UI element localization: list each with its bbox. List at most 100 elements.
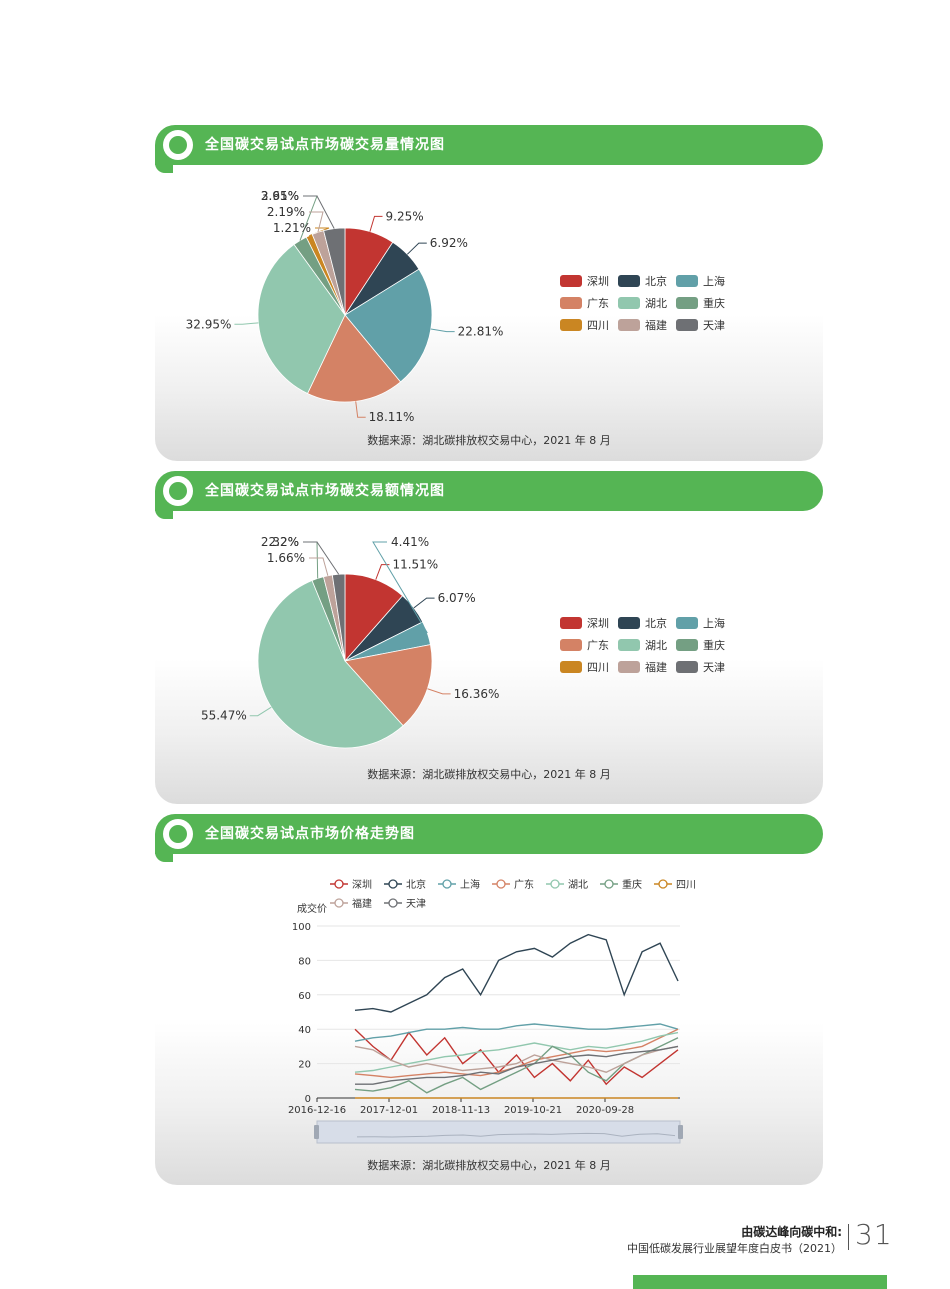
data-source: 数据来源：湖北碳排放权交易中心，2021 年 8 月: [367, 1159, 611, 1172]
legend-label: 湖北: [645, 639, 667, 652]
legend-swatch-重庆: [676, 639, 698, 651]
pie-value-label: 18.11%: [369, 410, 415, 424]
pie-value-label: 2.2%: [269, 535, 300, 549]
section-banner-volume: 全国碳交易试点市场碳交易量情况图: [155, 125, 823, 173]
legend-swatch-广东: [560, 639, 582, 651]
circle-icon: [163, 819, 193, 849]
pie-label-line: [309, 557, 329, 576]
pie-value-label: 11.51%: [392, 558, 438, 572]
legend-label: 北京: [645, 616, 667, 630]
legend-marker: [388, 879, 398, 889]
legend-swatch-深圳: [560, 275, 582, 287]
series-line-福建: [354, 1045, 679, 1073]
legend-label: 深圳: [587, 275, 609, 288]
pie-label-line: [355, 401, 366, 418]
legend-marker: [496, 879, 506, 889]
pie-chart-volume: 9.25% 6.92% 22.81% 18.11% 32.95% 2.61% 1.21% 2.…: [186, 189, 725, 424]
legend-swatch-北京: [618, 617, 640, 629]
datazoom-handle-right[interactable]: [678, 1125, 683, 1139]
pie-value-label: 9.25%: [386, 209, 424, 223]
circle-icon: [163, 130, 193, 160]
pie-label-line: [427, 688, 451, 695]
bottom-accent-bar: [633, 1275, 887, 1289]
pie-value-label: 4.41%: [391, 535, 429, 549]
section-banner-amount: 全国碳交易试点市场碳交易额情况图: [155, 471, 823, 519]
pie-value-label: 55.47%: [201, 709, 247, 723]
data-source: 数据来源：湖北碳排放权交易中心，2021 年 8 月: [367, 768, 611, 781]
legend-marker: [388, 898, 398, 908]
y-tick-label: 60: [298, 991, 311, 1002]
legend-label: 上海: [460, 878, 480, 891]
circle-icon: [163, 476, 193, 506]
pie-slice-深圳: [344, 573, 404, 663]
legend-label: 四川: [587, 661, 609, 674]
y-tick-label: 100: [292, 922, 311, 933]
legend-swatch-天津: [676, 661, 698, 673]
section-title: 全国碳交易试点市场碳交易量情况图: [205, 137, 445, 153]
pie-value-label: 3.95%: [261, 189, 299, 203]
pie-slice-天津: [323, 227, 346, 316]
pie-value-label: 1.66%: [267, 551, 305, 565]
pie-label-line: [234, 322, 259, 325]
pie-label-line: [369, 215, 383, 232]
footer-title: 由碳达峰向碳中和:: [741, 1225, 842, 1239]
legend-label: 福建: [645, 660, 667, 674]
legend-label: 四川: [676, 880, 696, 891]
legend-marker: [550, 879, 560, 889]
x-tick-label: 2017-12-01: [360, 1105, 418, 1116]
pie-value-label: 6.07%: [438, 591, 476, 605]
pie-slice-广东: [306, 314, 402, 403]
legend-label: 福建: [352, 897, 372, 910]
datazoom-slider[interactable]: [316, 1120, 681, 1144]
legend-label: 四川: [587, 319, 609, 332]
series-line-北京: [354, 933, 679, 1013]
pie-label-line: [372, 541, 428, 634]
legend-swatch-上海: [676, 275, 698, 287]
legend-marker: [334, 879, 344, 889]
legend-swatch-广东: [560, 297, 582, 309]
legend-label: 深圳: [587, 617, 609, 630]
pie-label-line: [303, 541, 340, 575]
legend-label: 天津: [703, 661, 725, 674]
legend-swatch-湖北: [618, 297, 640, 309]
legend-label: 重庆: [703, 638, 725, 652]
datazoom-handle-left[interactable]: [314, 1125, 319, 1139]
section-title: 全国碳交易试点市场价格走势图: [205, 826, 415, 842]
pie-label-line: [430, 328, 455, 333]
legend-marker: [604, 879, 614, 889]
legend-label: 天津: [406, 898, 426, 910]
y-tick-label: 0: [305, 1094, 311, 1105]
page-number: 31: [855, 1218, 893, 1251]
pie-value-label: 2.32%: [261, 535, 299, 549]
x-tick-label: 2020-09-28: [576, 1105, 634, 1116]
legend-swatch-深圳: [560, 617, 582, 629]
legend-swatch-上海: [676, 617, 698, 629]
x-tick-label: 2016-12-16: [288, 1105, 346, 1116]
y-tick-label: 80: [298, 956, 311, 967]
legend-swatch-四川: [560, 319, 582, 331]
legend-marker: [334, 898, 344, 908]
pie-slice-上海: [344, 268, 433, 383]
section-banner-price: 全国碳交易试点市场价格走势图: [155, 814, 823, 862]
legend-label: 重庆: [703, 296, 725, 310]
footer-subtitle: 中国低碳发展行业展望年度白皮书（2021）: [627, 1242, 842, 1255]
legend-label: 广东: [587, 297, 609, 310]
legend-label: 天津: [703, 319, 725, 332]
legend-label: 上海: [703, 274, 725, 288]
footer-divider: [848, 1224, 849, 1250]
series-line-上海: [354, 1023, 679, 1042]
pie-chart-amount: 11.51% 6.07% 4.41% 16.36% 55.47% 2.2% 1.66% 2.3…: [201, 535, 725, 749]
pie-label-line: [303, 541, 319, 579]
legend-swatch-湖北: [618, 639, 640, 651]
datazoom-preview: [356, 1132, 676, 1138]
legend-swatch-福建: [618, 319, 640, 331]
data-source: 数据来源：湖北碳排放权交易中心，2021 年 8 月: [367, 434, 611, 447]
pie-slice-湖北: [257, 579, 404, 749]
y-tick-label: 40: [298, 1025, 311, 1036]
legend-label: 重庆: [622, 878, 642, 891]
legend-swatch-天津: [676, 319, 698, 331]
pie-label-line: [249, 706, 272, 717]
legend-label: 上海: [703, 616, 725, 630]
pie-label-line: [309, 211, 324, 233]
pie-slice-湖北: [257, 243, 346, 395]
